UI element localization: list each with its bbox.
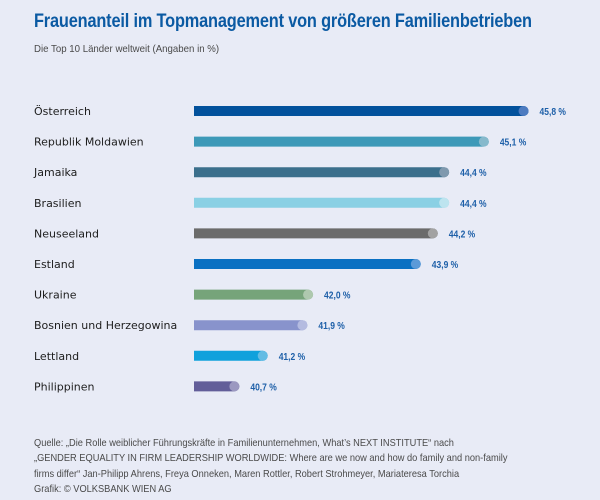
category-label: Ukraine: [34, 289, 77, 302]
source-footer: Quelle: „Die Rolle weiblicher Führungskr…: [34, 436, 507, 497]
bar: [194, 228, 438, 239]
chart-subtitle: Die Top 10 Länder weltweit (Angaben in %…: [34, 43, 220, 55]
value-label: 40,7 %: [250, 382, 276, 393]
bar: [194, 106, 529, 116]
value-label: 44,2 %: [449, 229, 475, 240]
bar-end-cap: [478, 136, 489, 147]
value-label: 45,8 %: [540, 106, 566, 117]
bar: [194, 381, 240, 392]
bar: [194, 136, 489, 147]
category-label: Estland: [34, 258, 75, 271]
bar: [194, 259, 421, 269]
bar-end-cap: [303, 289, 314, 300]
bar-end-cap: [518, 106, 529, 116]
bar-end-cap: [439, 167, 450, 178]
copyright-line: Grafik: © VOLKSBANK WIEN AG: [34, 483, 172, 495]
category-label: Österreich: [34, 105, 91, 118]
bar: [194, 320, 308, 331]
category-label: Neuseeland: [34, 227, 99, 240]
bar-chart: Österreich 45,8 % Republik Moldawien 45,1 %…: [33, 105, 566, 393]
bar: [194, 289, 314, 300]
bar-end-cap: [229, 381, 240, 392]
category-label: Jamaika: [33, 166, 77, 179]
category-label: Bosnien und Herzegowina: [34, 319, 177, 332]
bar-end-cap: [297, 320, 308, 331]
source-line-1: Quelle: „Die Rolle weiblicher Führungskr…: [34, 438, 454, 449]
value-label: 41,2 %: [279, 351, 305, 362]
value-label: 44,4 %: [460, 168, 486, 179]
bar: [194, 167, 450, 178]
chart-title: Frauenanteil im Topmanagement von größer…: [34, 11, 532, 32]
category-label: Philippinen: [34, 380, 95, 393]
category-label: Brasilien: [34, 197, 81, 210]
value-label: 41,9 %: [318, 321, 344, 332]
source-line-2: „GENDER EQUALITY IN FIRM LEADERSHIP WORL…: [34, 453, 508, 465]
bar-end-cap: [257, 350, 268, 361]
category-label: Republik Moldawien: [34, 136, 144, 149]
source-line-3: firms differ“ Jan-Philipp Ahrens, Freya …: [34, 468, 460, 480]
value-label: 44,4 %: [460, 198, 486, 209]
category-label: Lettland: [34, 350, 79, 363]
value-label: 43,9 %: [432, 259, 458, 270]
bar: [194, 197, 450, 208]
value-label: 42,0 %: [324, 290, 350, 301]
value-label: 45,1 %: [500, 137, 526, 148]
bar-end-cap: [427, 228, 438, 239]
bar-end-cap: [410, 259, 421, 269]
bar: [194, 350, 268, 361]
bar-end-cap: [439, 197, 450, 208]
